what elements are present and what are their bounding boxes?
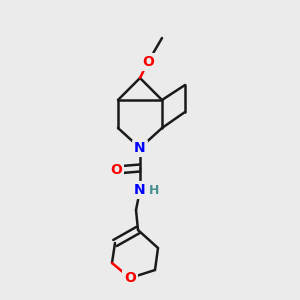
Text: N: N	[134, 183, 146, 197]
Text: O: O	[110, 163, 122, 177]
Text: O: O	[142, 55, 154, 69]
Text: O: O	[124, 271, 136, 285]
Text: H: H	[149, 184, 159, 196]
Text: N: N	[134, 141, 146, 155]
